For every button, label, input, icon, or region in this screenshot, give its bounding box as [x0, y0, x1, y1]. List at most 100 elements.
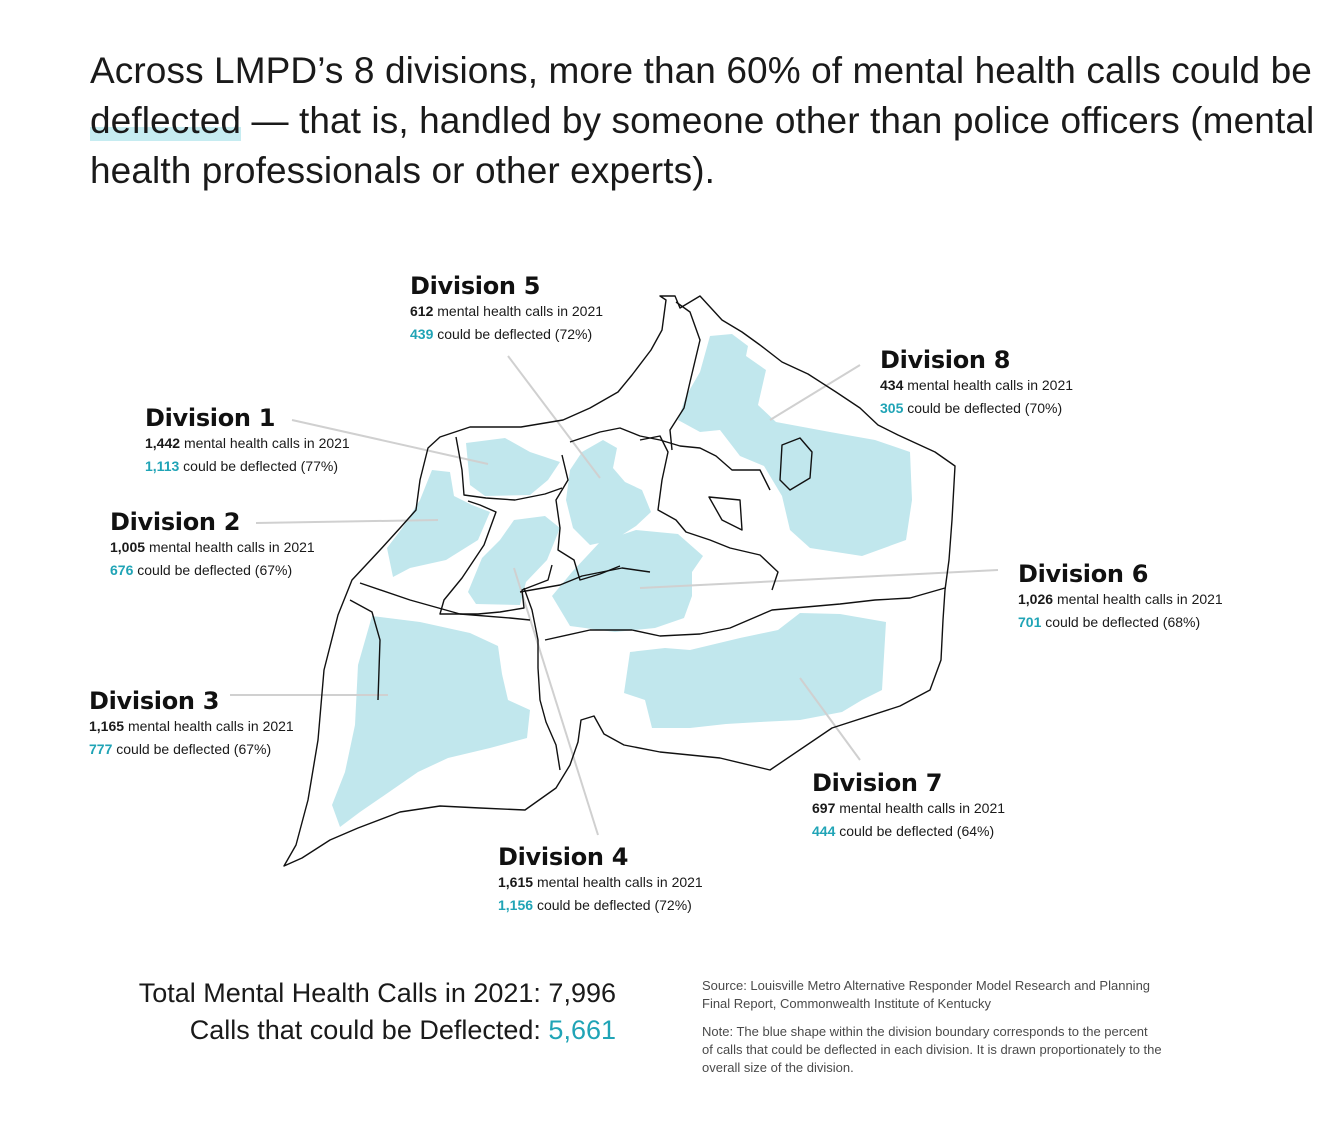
division-2-label: Division 2 1,005 mental health calls in … — [110, 508, 315, 582]
division-8-label: Division 8 434 mental health calls in 20… — [880, 346, 1073, 420]
division-1-calls-text: mental health calls in 2021 — [183, 435, 350, 451]
totals-block: Total Mental Health Calls in 2021: 7,996… — [60, 975, 616, 1049]
boundary-line — [523, 587, 561, 771]
division-6-label: Division 6 1,026 mental health calls in … — [1018, 560, 1223, 634]
division-5-deflected-text: could be deflected (72%) — [437, 326, 593, 342]
county-outline — [283, 295, 956, 867]
division-7-deflected: 444 could be deflected (64%) — [812, 820, 1005, 843]
headline-highlight: deflected — [90, 100, 242, 141]
boundary-line — [708, 496, 743, 531]
deflected-shapes — [332, 334, 912, 827]
deflected-calls-value: 5,661 — [548, 1015, 616, 1045]
division-7-deflected-shape — [624, 613, 886, 728]
division-3-deflected: 777 could be deflected (67%) — [89, 738, 294, 761]
division-7-deflected-text: could be deflected (64%) — [839, 823, 995, 839]
division-3-deflected-value: 777 — [89, 741, 113, 757]
division-4-calls-text: mental health calls in 2021 — [536, 874, 703, 890]
division-4-label: Division 4 1,615 mental health calls in … — [498, 843, 703, 917]
division-7-title: Division 7 — [812, 769, 943, 797]
division-6-deflected-shape — [552, 530, 703, 632]
division-6-deflected-text: could be deflected (68%) — [1045, 614, 1201, 630]
division-1-deflected-text: could be deflected (77%) — [183, 458, 339, 474]
boundary-line — [455, 436, 563, 501]
division-2-calls-value: 1,005 — [110, 539, 146, 555]
total-calls-value: 7,996 — [548, 978, 616, 1008]
boundary-line — [779, 437, 813, 491]
division-6-calls-value: 1,026 — [1018, 591, 1054, 607]
boundary-line — [639, 435, 779, 591]
division-7-label: Division 7 697 mental health calls in 20… — [812, 769, 1005, 843]
division-7-calls-text: mental health calls in 2021 — [839, 800, 1006, 816]
headline-before: Across LMPD’s 8 divisions, more than 60%… — [90, 50, 1312, 91]
division-5-calls-value: 612 — [410, 303, 434, 319]
division-1-calls: 1,442 mental health calls in 2021 — [145, 432, 350, 455]
division-2-calls-text: mental health calls in 2021 — [148, 539, 315, 555]
division-1-title: Division 1 — [145, 404, 276, 432]
boundary-line — [669, 301, 701, 451]
boundary-line — [569, 427, 771, 491]
note-text: Note: The blue shape within the division… — [702, 1024, 1162, 1075]
division-5-deflected: 439 could be deflected (72%) — [410, 323, 603, 346]
division-3-label: Division 3 1,165 mental health calls in … — [89, 687, 294, 761]
division-7-calls-value: 697 — [812, 800, 836, 816]
division-boundaries — [283, 295, 956, 867]
division-1-deflected-value: 1,113 — [145, 458, 180, 474]
total-calls-line: Total Mental Health Calls in 2021: 7,996 — [60, 975, 616, 1012]
division-3-calls-value: 1,165 — [89, 718, 125, 734]
division-2-deflected-text: could be deflected (67%) — [137, 562, 293, 578]
boundary-line — [555, 454, 621, 581]
division-7-leader-line — [799, 677, 861, 761]
boundary-line — [519, 567, 651, 593]
division-6-deflected: 701 could be deflected (68%) — [1018, 611, 1223, 634]
division-3-title: Division 3 — [89, 687, 220, 715]
division-6-leader-line — [639, 569, 999, 589]
division-8-calls: 434 mental health calls in 2021 — [880, 374, 1073, 397]
division-8-deflected-value: 305 — [880, 400, 904, 416]
division-4-calls-value: 1,615 — [498, 874, 534, 890]
division-1-calls-value: 1,442 — [145, 435, 181, 451]
division-5-calls: 612 mental health calls in 2021 — [410, 300, 603, 323]
headline-after: — that is, handled by someone other than… — [90, 100, 1315, 191]
division-8-calls-text: mental health calls in 2021 — [907, 377, 1074, 393]
division-4-deflected-value: 1,156 — [498, 897, 534, 913]
division-4-calls: 1,615 mental health calls in 2021 — [498, 871, 703, 894]
division-5-deflected-shape — [566, 440, 651, 545]
division-6-calls: 1,026 mental health calls in 2021 — [1018, 588, 1223, 611]
division-1-deflected: 1,113 could be deflected (77%) — [145, 455, 350, 478]
boundary-line — [544, 587, 946, 641]
division-3-calls: 1,165 mental health calls in 2021 — [89, 715, 294, 738]
division-8-leader-line — [769, 364, 861, 421]
division-7-calls: 697 mental health calls in 2021 — [812, 797, 1005, 820]
division-5-leader-line — [507, 355, 601, 479]
division-6-deflected-value: 701 — [1018, 614, 1042, 630]
division-5-deflected-value: 439 — [410, 326, 434, 342]
division-2-deflected-shape — [387, 470, 490, 577]
boundary-line — [349, 599, 381, 701]
division-5-label: Division 5 612 mental health calls in 20… — [410, 272, 603, 346]
deflected-calls-label: Calls that could be Deflected: — [189, 1015, 541, 1045]
division-1-label: Division 1 1,442 mental health calls in … — [145, 404, 350, 478]
boundary-line — [359, 582, 531, 621]
division-1-deflected-shape — [466, 438, 560, 496]
leader-lines — [230, 355, 999, 836]
division-2-deflected: 676 could be deflected (67%) — [110, 559, 315, 582]
division-2-calls: 1,005 mental health calls in 2021 — [110, 536, 315, 559]
division-6-title: Division 6 — [1018, 560, 1149, 588]
division-2-leader-line — [255, 519, 439, 524]
division-8-calls-value: 434 — [880, 377, 904, 393]
division-8-deflected-text: could be deflected (70%) — [907, 400, 1063, 416]
division-4-title: Division 4 — [498, 843, 629, 871]
division-3-deflected-shape — [332, 616, 530, 827]
deflected-calls-line: Calls that could be Deflected: 5,661 — [60, 1012, 616, 1049]
source-text: Source: Louisville Metro Alternative Res… — [702, 978, 1151, 1011]
division-4-leader-line — [513, 567, 599, 836]
division-2-title: Division 2 — [110, 508, 241, 536]
division-8-deflected: 305 could be deflected (70%) — [880, 397, 1073, 420]
division-7-deflected-value: 444 — [812, 823, 836, 839]
division-4-deflected: 1,156 could be deflected (72%) — [498, 894, 703, 917]
division-2-deflected-value: 676 — [110, 562, 134, 578]
headline: Across LMPD’s 8 divisions, more than 60%… — [90, 46, 1320, 196]
source-note-block: Source: Louisville Metro Alternative Res… — [702, 977, 1162, 1087]
division-4-deflected-text: could be deflected (72%) — [536, 897, 692, 913]
